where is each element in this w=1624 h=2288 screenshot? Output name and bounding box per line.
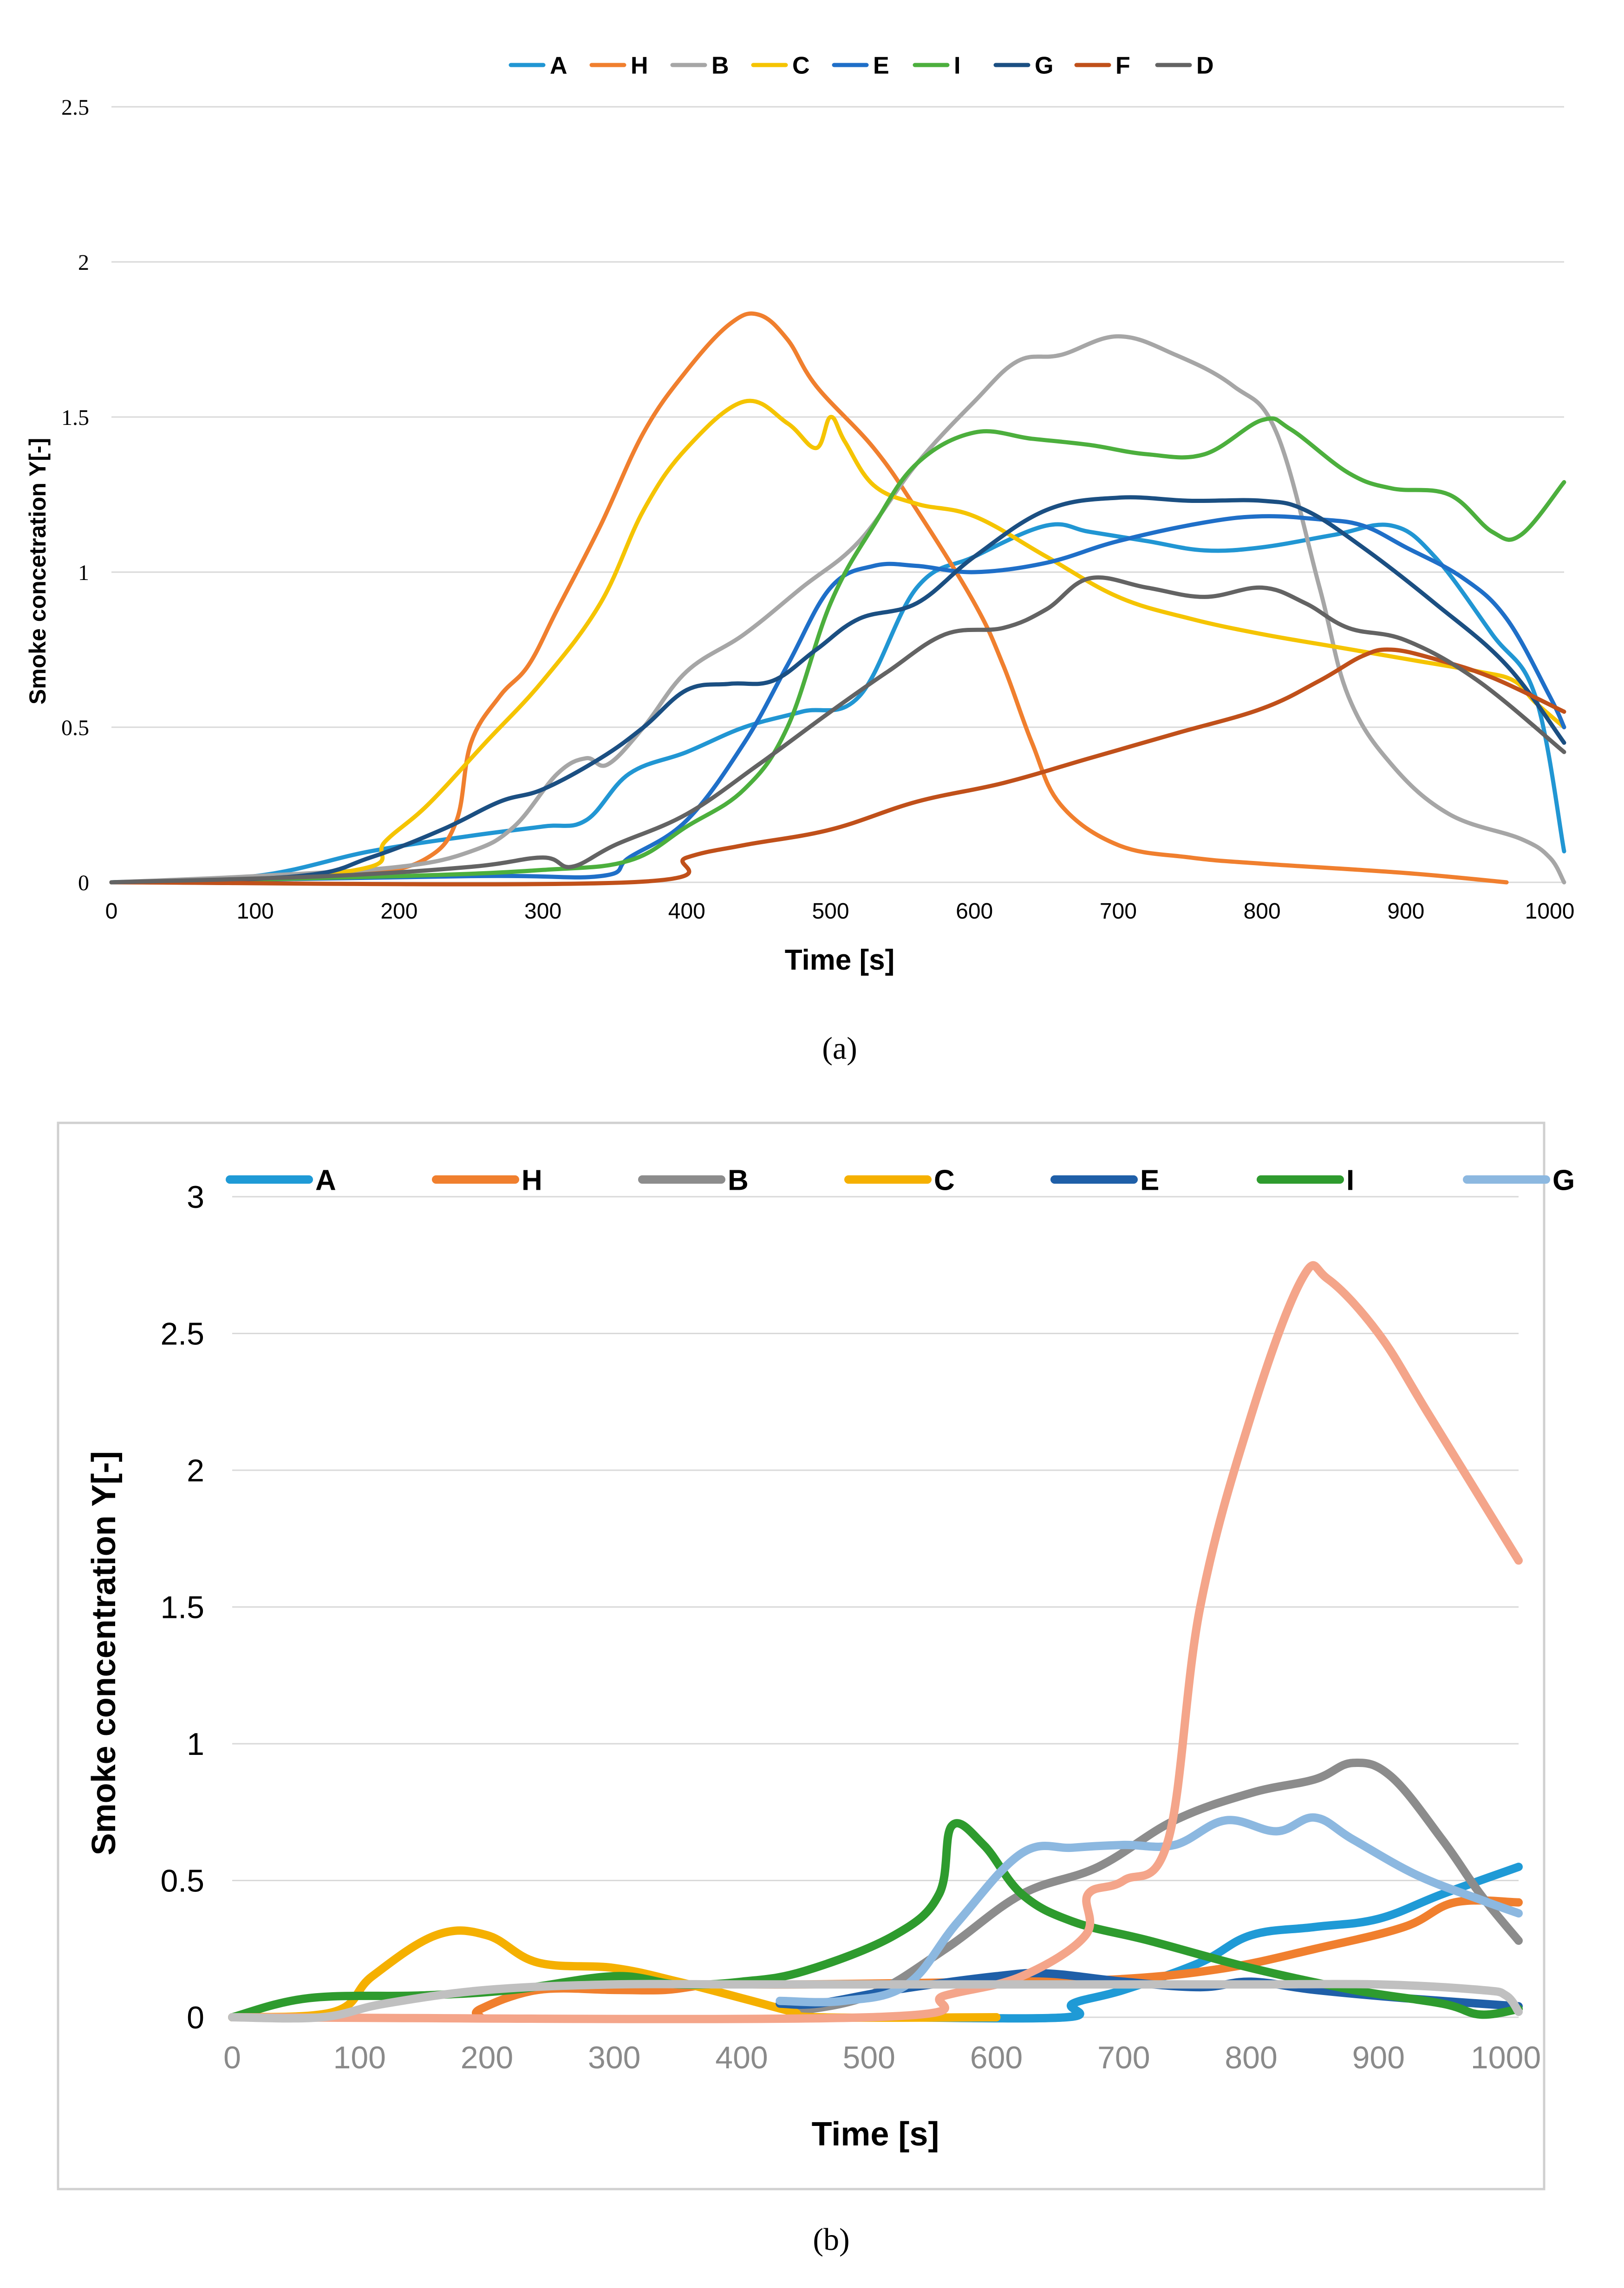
y-tick-label: 1 [187, 1727, 204, 1762]
panel-b-frame [57, 1121, 1546, 2190]
x-tick-label: 100 [333, 2040, 386, 2075]
x-tick-label: 900 [1387, 899, 1424, 924]
x-tick-label: 1000 [1525, 899, 1575, 924]
series-line-H [109, 311, 1509, 885]
y-tick-label: 0.5 [61, 716, 89, 740]
series-line-B [109, 334, 1566, 885]
series-line-F [228, 1261, 1523, 2023]
panel-b-series-lines [228, 1261, 1523, 2023]
series-line-E [109, 514, 1566, 885]
legend-label-B: B [711, 52, 729, 79]
x-tick-label: 300 [524, 899, 561, 924]
legend-label-H: H [631, 52, 648, 79]
panel-b-y-tick-labels: 0 0.5 1 1.5 2 2.5 3 [160, 1180, 204, 2035]
y-tick-label: 0.5 [160, 1863, 204, 1898]
x-tick-label: 300 [588, 2040, 640, 2075]
y-tick-label: 1.5 [61, 405, 89, 430]
legend-label-G: G [1552, 1164, 1575, 1196]
panel-a-x-axis-title: Time [s] [785, 944, 895, 976]
x-tick-label: 400 [715, 2040, 768, 2075]
x-tick-label: 200 [380, 899, 417, 924]
legend-label-H: H [522, 1164, 542, 1196]
legend-label-I: I [954, 52, 960, 79]
x-tick-label: 100 [237, 899, 274, 924]
legend-label-C: C [934, 1164, 955, 1196]
x-tick-label: 0 [223, 2040, 241, 2075]
legend-label-F: F [1115, 52, 1130, 79]
series-line-C [109, 398, 1566, 885]
x-tick-label: 200 [461, 2040, 513, 2075]
series-line-F [109, 647, 1566, 887]
x-tick-label: 400 [668, 899, 705, 924]
x-tick-label: 500 [843, 2040, 895, 2075]
legend-label-D: D [1196, 52, 1214, 79]
y-tick-label: 2.5 [61, 95, 89, 120]
y-tick-label: 1 [78, 561, 89, 585]
y-tick-label: 3 [187, 1180, 204, 1215]
panel-b-caption: (b) [813, 2222, 849, 2257]
legend-label-C: C [792, 52, 810, 79]
panel-a-y-axis-title: Smoke concetration Y[-] [25, 438, 51, 704]
legend-label-G: G [1035, 52, 1053, 79]
x-tick-label: 700 [1100, 899, 1137, 924]
panel-b-x-axis-title: Time [s] [812, 2116, 939, 2153]
panel-a-caption: (a) [822, 1030, 857, 1066]
panel-b-x-tick-labels: 0 100 200 300 400 500 600 700 800 900 1000 [223, 2040, 1541, 2075]
panel-a-y-tick-labels: 0 0.5 1 1.5 2 2.5 [61, 95, 89, 895]
panel-a-chart: 0 0.5 1 1.5 2 2.5 0 100 200 300 400 500 600 700 800 90… [25, 52, 1574, 1066]
y-tick-label: 2.5 [160, 1316, 204, 1351]
legend-label-I: I [1346, 1164, 1354, 1196]
x-tick-label: 600 [956, 899, 993, 924]
series-line-A [109, 522, 1566, 885]
y-tick-label: 2 [78, 250, 89, 275]
series-line-D [109, 575, 1566, 885]
y-tick-label: 1.5 [160, 1590, 204, 1625]
y-tick-label: 2 [187, 1453, 204, 1488]
x-tick-label: 500 [812, 899, 849, 924]
series-line-G [109, 495, 1566, 885]
panel-b-y-axis-title: Smoke concentration Y[-] [85, 1451, 123, 1856]
legend-label-B: B [728, 1164, 749, 1196]
legend-label-E: E [873, 52, 889, 79]
legend-label-E: E [1140, 1164, 1159, 1196]
x-tick-label: 600 [970, 2040, 1023, 2075]
y-tick-label: 0 [187, 2000, 204, 2035]
panel-a-gridlines [111, 106, 1564, 883]
x-tick-label: 900 [1352, 2040, 1405, 2075]
x-tick-label: 0 [105, 899, 118, 924]
panel-a-series-lines [109, 311, 1566, 887]
x-tick-label: 1000 [1471, 2040, 1541, 2075]
series-line-I [109, 416, 1566, 885]
x-tick-label: 800 [1244, 899, 1281, 924]
legend-label-A: A [315, 1164, 336, 1196]
panel-a-x-tick-labels: 0 100 200 300 400 500 600 700 800 900 1000 [105, 899, 1575, 924]
panel-b-gridlines [232, 1196, 1519, 2018]
panel-b-chart: 0 0.5 1 1.5 2 2.5 3 0 100 200 300 400 500 600 700 800 9… [85, 1164, 1575, 2257]
x-tick-label: 800 [1225, 2040, 1277, 2075]
x-tick-label: 700 [1097, 2040, 1150, 2075]
series-line-D [228, 1980, 1523, 2023]
legend-label-A: A [550, 52, 567, 79]
y-tick-label: 0 [78, 871, 89, 895]
